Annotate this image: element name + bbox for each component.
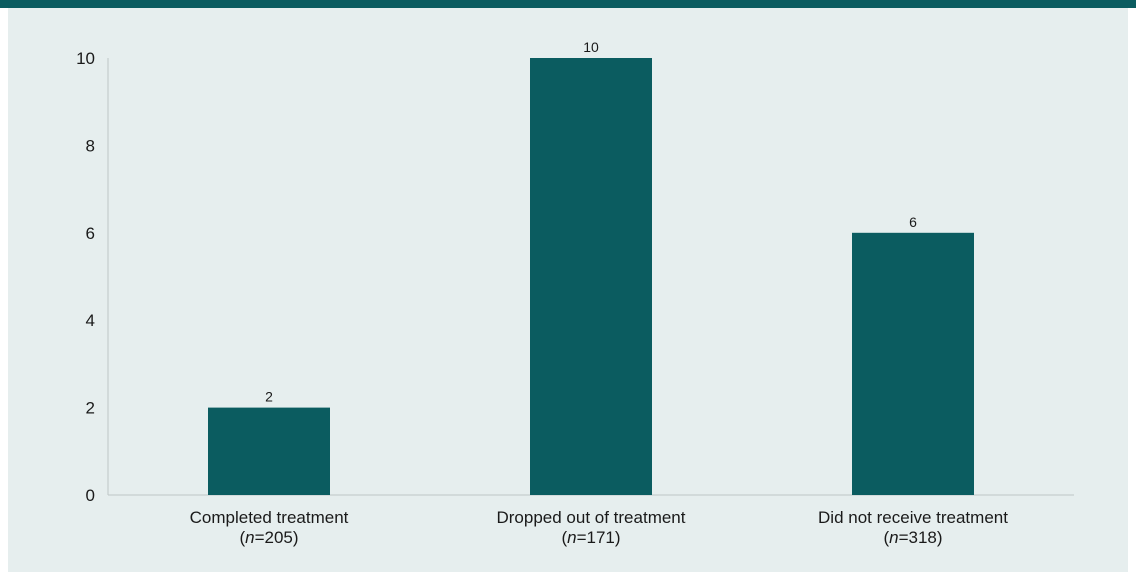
y-tick-label: 10 bbox=[76, 49, 95, 68]
category-sample-size: (n=205) bbox=[239, 528, 298, 547]
data-label: 2 bbox=[265, 389, 273, 405]
x-axis-labels: Completed treatment(n=205) Dropped out of… bbox=[190, 508, 1009, 547]
category-sample-size: (n=318) bbox=[883, 528, 942, 547]
data-label: 10 bbox=[583, 39, 599, 55]
category-label: Dropped out of treatment bbox=[496, 508, 685, 527]
y-axis-ticks: 0 2 4 6 8 10 bbox=[76, 49, 95, 505]
data-label: 6 bbox=[909, 214, 917, 230]
category-sample-size: (n=171) bbox=[561, 528, 620, 547]
header-band bbox=[0, 0, 1136, 8]
bar bbox=[208, 407, 330, 495]
y-tick-label: 8 bbox=[86, 136, 95, 155]
bar-chart: 0 2 4 6 8 10 2 10 6 Completed treatment(n=205) D… bbox=[76, 39, 1074, 547]
y-tick-label: 2 bbox=[86, 399, 95, 418]
y-tick-label: 4 bbox=[86, 311, 95, 330]
bar bbox=[530, 58, 652, 495]
category-label: Did not receive treatment bbox=[818, 508, 1008, 527]
y-tick-label: 6 bbox=[86, 224, 95, 243]
category-label: Completed treatment bbox=[190, 508, 349, 527]
bar bbox=[852, 232, 974, 496]
chart-panel: 0 2 4 6 8 10 2 10 6 Completed treatment (n=205) D… bbox=[8, 8, 1128, 572]
y-tick-label: 0 bbox=[86, 486, 95, 505]
data-labels: 2 10 6 bbox=[265, 39, 917, 405]
bars bbox=[208, 58, 974, 496]
